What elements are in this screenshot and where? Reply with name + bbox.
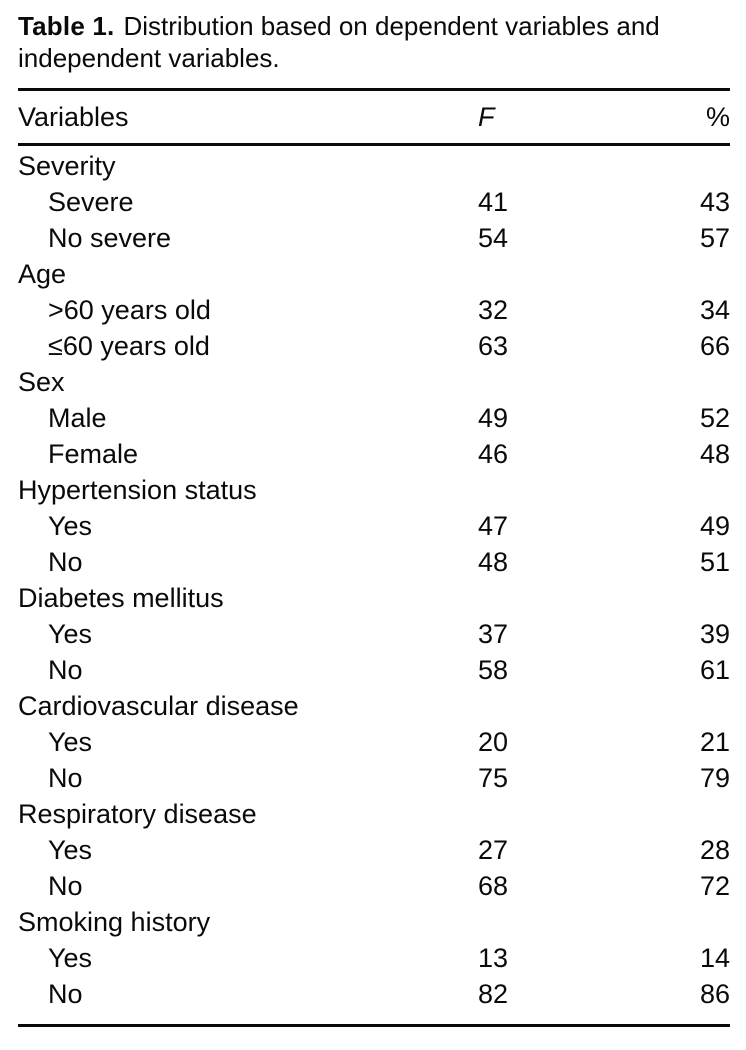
group-label: Sex — [18, 366, 65, 397]
table-row: No 48 51 — [18, 544, 730, 580]
row-label: Yes — [48, 618, 93, 649]
cell-percent: 28 — [699, 834, 730, 865]
col-header-frequency: F — [478, 101, 495, 132]
cell-percent: 51 — [699, 546, 730, 577]
cell-frequency: 37 — [478, 618, 509, 649]
table-row: No severe 54 57 — [18, 220, 730, 256]
table-row: Male 49 52 — [18, 400, 730, 436]
cell-percent: 14 — [699, 942, 730, 973]
group-row: Respiratory disease — [18, 796, 730, 832]
top-rule — [18, 88, 730, 91]
group-row: Severity — [18, 148, 730, 184]
row-label: Male — [48, 402, 107, 433]
row-label: Yes — [48, 510, 93, 541]
row-label: No — [48, 654, 83, 685]
cell-percent: 66 — [699, 330, 730, 361]
table-row: Yes 27 28 — [18, 832, 730, 868]
cell-percent: 21 — [699, 726, 730, 757]
cell-percent: 61 — [699, 654, 730, 685]
cell-frequency: 54 — [478, 222, 509, 253]
table-row: Yes 13 14 — [18, 940, 730, 976]
cell-frequency: 32 — [478, 294, 509, 325]
cell-percent: 57 — [699, 222, 730, 253]
group-label: Respiratory disease — [18, 798, 257, 829]
row-label: Yes — [48, 834, 93, 865]
group-row: Cardiovascular disease — [18, 688, 730, 724]
row-label: No — [48, 546, 83, 577]
table-row: No 82 86 — [18, 976, 730, 1012]
header-row: Variables F % — [18, 91, 730, 143]
col-header-variables: Variables — [18, 101, 129, 132]
header-rule — [18, 143, 730, 146]
table-row: No 75 79 — [18, 760, 730, 796]
table-tail-space — [18, 1012, 730, 1024]
group-row: Hypertension status — [18, 472, 730, 508]
group-label: Age — [18, 258, 67, 289]
cell-frequency: 75 — [478, 762, 509, 793]
cell-frequency: 47 — [478, 510, 509, 541]
row-label: Yes — [48, 942, 93, 973]
group-row: Age — [18, 256, 730, 292]
cell-frequency: 58 — [478, 654, 509, 685]
row-label: No — [48, 870, 83, 901]
row-label: Yes — [48, 726, 93, 757]
cell-percent: 52 — [699, 402, 730, 433]
cell-frequency: 68 — [478, 870, 509, 901]
caption-label: Table 1. — [18, 11, 115, 41]
row-label: >60 years old — [48, 294, 211, 325]
row-label: No severe — [48, 222, 172, 253]
row-label: Severe — [48, 186, 134, 217]
group-row: Sex — [18, 364, 730, 400]
cell-frequency: 48 — [478, 546, 509, 577]
row-label: No — [48, 762, 83, 793]
table-row: Female 46 48 — [18, 436, 730, 472]
group-label: Cardiovascular disease — [18, 690, 299, 721]
cell-percent: 86 — [699, 978, 730, 1009]
cell-percent: 72 — [699, 870, 730, 901]
cell-percent: 43 — [699, 186, 730, 217]
cell-frequency: 20 — [478, 726, 509, 757]
cell-percent: 48 — [699, 438, 730, 469]
table-caption: Table 1. Distribution based on dependent … — [18, 10, 718, 74]
table-row: No 58 61 — [18, 652, 730, 688]
cell-percent: 34 — [699, 294, 730, 325]
row-label: Female — [48, 438, 139, 469]
col-header-percent: % — [705, 101, 730, 132]
cell-frequency: 63 — [478, 330, 509, 361]
caption-text-line1: Distribution based on dependent variable… — [123, 11, 660, 41]
table-row: No 68 72 — [18, 868, 730, 904]
table-row: Yes 37 39 — [18, 616, 730, 652]
group-row: Smoking history — [18, 904, 730, 940]
table-body: Severity Severe 41 43 No severe 54 57 Age >60 ye… — [18, 146, 730, 1012]
cell-frequency: 46 — [478, 438, 509, 469]
cell-percent: 49 — [699, 510, 730, 541]
group-label: Diabetes mellitus — [18, 582, 224, 613]
group-label: Smoking history — [18, 906, 211, 937]
table-row: Yes 20 21 — [18, 724, 730, 760]
bottom-rule — [18, 1024, 730, 1027]
cell-frequency: 41 — [478, 186, 509, 217]
group-label: Hypertension status — [18, 474, 257, 505]
group-row: Diabetes mellitus — [18, 580, 730, 616]
cell-frequency: 82 — [478, 978, 509, 1009]
row-label: ≤60 years old — [48, 330, 210, 361]
caption-text-line2: independent variables. — [18, 43, 280, 73]
cell-percent: 79 — [699, 762, 730, 793]
cell-percent: 39 — [699, 618, 730, 649]
cell-frequency: 49 — [478, 402, 509, 433]
table-row: Yes 47 49 — [18, 508, 730, 544]
row-label: No — [48, 978, 83, 1009]
cell-frequency: 27 — [478, 834, 509, 865]
group-label: Severity — [18, 150, 116, 181]
cell-frequency: 13 — [478, 942, 509, 973]
table-row: >60 years old 32 34 — [18, 292, 730, 328]
table-row: Severe 41 43 — [18, 184, 730, 220]
table-row: ≤60 years old 63 66 — [18, 328, 730, 364]
